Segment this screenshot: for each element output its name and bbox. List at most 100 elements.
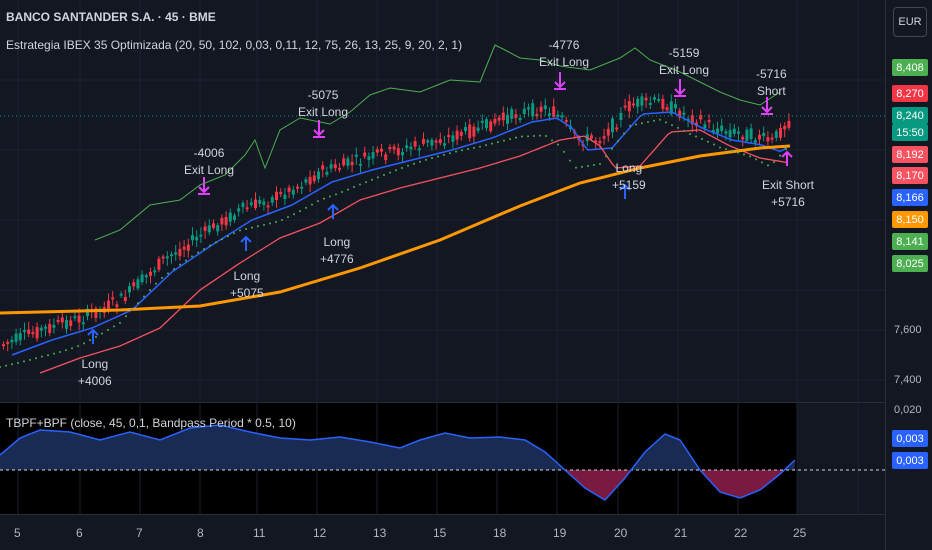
candle-body bbox=[249, 202, 253, 205]
candle-body bbox=[73, 316, 77, 319]
candle-body bbox=[317, 171, 320, 180]
candle-body bbox=[787, 120, 791, 128]
stop-dot bbox=[53, 352, 55, 355]
stop-dot bbox=[89, 339, 91, 342]
candle-body bbox=[506, 114, 509, 124]
candle-body bbox=[207, 225, 211, 233]
stop-dot bbox=[581, 165, 583, 168]
price-badge: 8,166 bbox=[892, 189, 928, 206]
candle-body bbox=[333, 164, 337, 169]
stop-dot bbox=[533, 134, 535, 137]
stop-dot bbox=[251, 226, 253, 229]
candle-body bbox=[531, 103, 535, 117]
time-label: 19 bbox=[553, 526, 567, 540]
exit-short-arrow-head bbox=[781, 150, 793, 158]
trade-label-long: Long +5075 bbox=[230, 269, 264, 300]
stop-dot bbox=[95, 335, 97, 338]
stop-dot bbox=[5, 364, 7, 367]
stop-dot bbox=[767, 164, 769, 167]
candle-body bbox=[728, 130, 732, 138]
candle-body bbox=[745, 129, 749, 141]
candle-body bbox=[598, 141, 602, 144]
stop-dot bbox=[257, 225, 259, 228]
stop-dot bbox=[239, 229, 241, 232]
candle-body bbox=[2, 344, 5, 347]
candle-body bbox=[228, 212, 232, 222]
candle-body bbox=[770, 137, 774, 140]
candle-body bbox=[518, 118, 522, 121]
candle-body bbox=[611, 118, 614, 133]
stop-dot bbox=[749, 155, 751, 158]
candle-body bbox=[648, 102, 652, 105]
candle-body bbox=[388, 147, 392, 150]
candle-body bbox=[245, 207, 249, 210]
stop-dot bbox=[731, 149, 733, 152]
candle-body bbox=[216, 225, 220, 232]
stop-dot bbox=[671, 124, 673, 127]
stop-dot bbox=[779, 154, 781, 157]
candle-body bbox=[535, 114, 539, 117]
candle-body bbox=[749, 128, 753, 140]
stop-dot bbox=[179, 263, 181, 266]
stop-dot bbox=[515, 136, 517, 139]
candle-body bbox=[367, 156, 371, 160]
candle-body bbox=[480, 120, 484, 123]
candle-body bbox=[690, 115, 694, 125]
candle-body bbox=[732, 128, 736, 134]
candle-body bbox=[636, 98, 640, 107]
candle-body bbox=[430, 139, 434, 146]
time-label: 21 bbox=[674, 526, 688, 540]
ema-fast-line bbox=[11, 111, 789, 356]
stop-dot bbox=[311, 203, 313, 206]
candle-body bbox=[94, 308, 98, 318]
candle-body bbox=[262, 201, 266, 205]
candle-body bbox=[447, 135, 451, 138]
currency-button[interactable]: EUR bbox=[893, 7, 927, 37]
candle-body bbox=[275, 191, 278, 201]
candle-body bbox=[27, 329, 31, 335]
stop-dot bbox=[785, 148, 787, 151]
stop-dot bbox=[329, 195, 331, 198]
stop-dot bbox=[191, 255, 193, 258]
trade-label-exit-long: -5159 Exit Long bbox=[659, 46, 710, 77]
candle-body bbox=[18, 333, 22, 341]
stop-dot bbox=[713, 143, 715, 146]
stop-dot bbox=[197, 251, 199, 254]
candle-body bbox=[632, 103, 635, 106]
stop-dot bbox=[29, 358, 31, 361]
trade-label-long: Long +5159 bbox=[612, 161, 646, 192]
stop-dot bbox=[605, 155, 607, 158]
oscillator-legend[interactable]: TBPF+BPF (close, 45, 0,1, Bandpass Perio… bbox=[6, 416, 296, 430]
candle-body bbox=[258, 200, 262, 204]
stop-dot bbox=[665, 121, 667, 124]
stop-dot bbox=[443, 153, 445, 156]
candle-body bbox=[468, 124, 472, 139]
stop-dot bbox=[341, 191, 343, 194]
stop-dot bbox=[305, 206, 307, 209]
candle-body bbox=[384, 154, 388, 161]
candle-body bbox=[14, 333, 18, 342]
candle-body bbox=[191, 235, 194, 241]
stop-dot bbox=[641, 122, 643, 125]
stop-dot bbox=[263, 223, 265, 226]
time-label: 22 bbox=[734, 526, 748, 540]
candle-body bbox=[779, 128, 782, 138]
long-entry-arrow-head bbox=[327, 203, 339, 211]
candle-body bbox=[182, 246, 186, 250]
strategy-legend[interactable]: Estrategia IBEX 35 Optimizada (20, 50, 1… bbox=[6, 38, 463, 52]
candle-body bbox=[119, 293, 123, 296]
price-badge: 8,141 bbox=[892, 233, 928, 250]
stop-dot bbox=[455, 150, 457, 153]
stop-dot bbox=[83, 342, 85, 345]
candle-body bbox=[741, 136, 745, 140]
stop-dot bbox=[335, 193, 337, 196]
candle-body bbox=[254, 199, 257, 208]
stop-dot bbox=[653, 119, 655, 122]
candle-body bbox=[514, 114, 518, 118]
candle-body bbox=[153, 270, 157, 273]
candle-body bbox=[396, 148, 400, 156]
osc-label: 0,020 bbox=[894, 404, 922, 416]
candle-body bbox=[590, 135, 593, 139]
candle-body bbox=[711, 130, 715, 133]
